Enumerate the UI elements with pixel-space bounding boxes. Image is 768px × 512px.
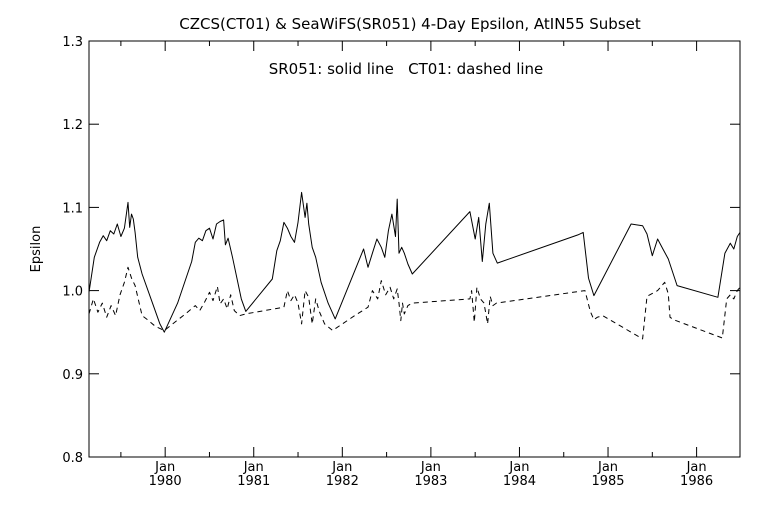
y-axis-label: Epsilon — [29, 226, 44, 273]
x-tick-label-year: 1983 — [414, 474, 447, 489]
plot-frame — [88, 40, 741, 458]
y-tick-label: 1.2 — [62, 118, 83, 133]
y-tick-label: 0.9 — [62, 368, 83, 383]
x-tick-label-month: Jan — [243, 460, 264, 475]
x-tick-label-year: 1984 — [503, 474, 536, 489]
plot-area: 0.80.91.01.11.21.3Jan1980Jan1981Jan1982J… — [62, 35, 741, 489]
x-tick-label-year: 1985 — [591, 474, 624, 489]
series-line-ct01 — [88, 266, 741, 340]
series-line-sr051 — [88, 191, 741, 333]
x-tick-label-year: 1981 — [237, 474, 270, 489]
x-tick-label-year: 1980 — [149, 474, 182, 489]
x-tick-label-month: Jan — [154, 460, 175, 475]
y-tick-label: 1.0 — [62, 285, 83, 300]
x-tick-label-month: Jan — [508, 460, 529, 475]
x-tick-label-month: Jan — [597, 460, 618, 475]
y-tick-label: 0.8 — [62, 451, 83, 466]
y-tick-label: 1.1 — [62, 201, 83, 216]
x-tick-label-year: 1986 — [680, 474, 713, 489]
chart-title: CZCS(CT01) & SeaWiFS(SR051) 4-Day Epsilo… — [179, 15, 641, 33]
x-tick-label-month: Jan — [686, 460, 707, 475]
series-style-note: SR051: solid line CT01: dashed line — [269, 60, 544, 78]
x-tick-label-month: Jan — [331, 460, 352, 475]
y-tick-label: 1.3 — [62, 35, 83, 50]
x-tick-label-month: Jan — [420, 460, 441, 475]
x-tick-label-year: 1982 — [326, 474, 359, 489]
